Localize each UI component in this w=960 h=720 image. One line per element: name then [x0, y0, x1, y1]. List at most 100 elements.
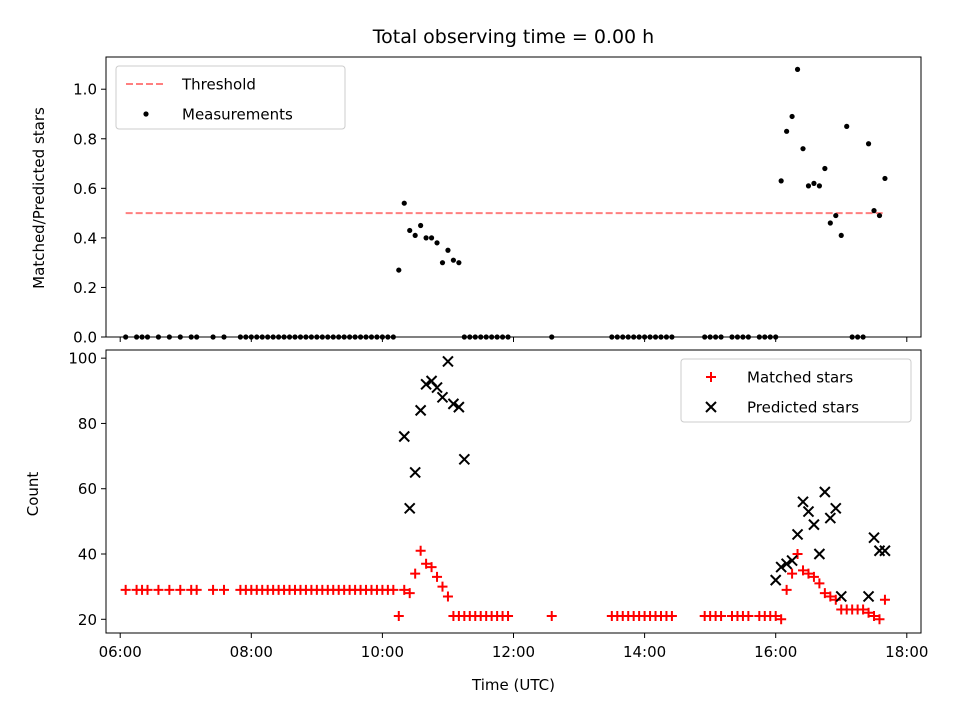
- predicted-star-point: [431, 381, 443, 394]
- measurement-point: [265, 334, 271, 340]
- measurement-point: [865, 141, 872, 147]
- measurement-point: [762, 334, 768, 340]
- measurement-point: [658, 334, 664, 340]
- measurement-point: [729, 334, 735, 340]
- matched-star-point: [153, 584, 164, 595]
- measurement-point: [833, 212, 839, 219]
- measurement-point: [663, 334, 670, 340]
- predicted-star-point: [420, 378, 432, 390]
- measurement-point: [352, 334, 358, 340]
- measurement-point: [407, 227, 413, 234]
- predicted-star-point: [398, 430, 410, 443]
- measurement-point: [641, 334, 648, 340]
- predicted-star-point: [879, 545, 891, 557]
- measurement-point: [756, 334, 762, 340]
- measurement-point: [133, 334, 140, 340]
- measurement-point: [155, 334, 162, 340]
- measurement-point: [379, 334, 386, 340]
- measurement-point: [494, 334, 500, 340]
- matched-star-point: [437, 581, 448, 592]
- y-tick-label: 60: [78, 480, 97, 498]
- measurement-point: [483, 334, 489, 340]
- measurement-point: [805, 183, 812, 189]
- measurement-point: [718, 334, 724, 340]
- measurement-point: [461, 334, 467, 340]
- legend-label: Threshold: [181, 76, 256, 94]
- predicted-star-point: [819, 486, 831, 498]
- measurement-point: [773, 334, 779, 340]
- legend-measurement-swatch: [143, 111, 149, 117]
- matched-star-point: [776, 614, 787, 625]
- measurement-point: [827, 220, 833, 226]
- matched-star-point: [825, 591, 836, 602]
- measurement-point: [412, 232, 418, 239]
- y-tick-label: 100: [68, 350, 97, 368]
- measurement-point: [505, 334, 511, 340]
- measurement-point: [276, 334, 282, 340]
- measurement-point: [434, 240, 440, 246]
- measurement-point: [139, 334, 145, 340]
- y-tick-label: 20: [78, 611, 97, 629]
- measurement-point: [849, 334, 855, 340]
- measurement-point: [499, 334, 506, 340]
- measurement-point: [669, 334, 675, 340]
- measurement-point: [467, 334, 473, 340]
- measurement-point: [254, 334, 260, 340]
- matched-star-point: [814, 578, 825, 589]
- measurement-point: [445, 247, 451, 253]
- measurement-point: [439, 260, 446, 266]
- measurement-point: [456, 260, 462, 266]
- x-tick-label: 10:00: [361, 643, 404, 661]
- matched-star-point: [874, 614, 885, 625]
- measurement-point: [166, 334, 172, 340]
- legend-label: Measurements: [182, 106, 293, 124]
- measurement-point: [822, 165, 828, 172]
- measurement-point: [620, 334, 626, 340]
- measurement-point: [614, 334, 620, 340]
- measurement-point: [734, 334, 741, 340]
- y-tick-label: 1.0: [73, 81, 97, 99]
- y-tick-label: 0.8: [73, 130, 97, 148]
- predicted-star-point: [835, 590, 847, 603]
- measurement-point: [347, 334, 353, 340]
- chart-title: Total observing time = 0.00 h: [372, 26, 654, 48]
- y-tick-label: 0.0: [73, 329, 97, 347]
- top-y-axis-label: Matched/Predicted stars: [30, 107, 48, 289]
- measurement-point: [549, 334, 555, 340]
- matched-star-point: [503, 611, 514, 622]
- matched-star-point: [388, 584, 399, 595]
- measurement-point: [778, 178, 784, 184]
- measurement-point: [341, 334, 347, 340]
- matched-star-point: [410, 568, 421, 579]
- predicted-star-point: [780, 558, 793, 570]
- measurement-point: [767, 334, 773, 340]
- predicted-star-point: [447, 398, 460, 410]
- measurement-point: [707, 334, 713, 340]
- y-tick-label: 0.6: [73, 180, 97, 198]
- bottom-y-axis-label: Count: [24, 472, 42, 517]
- matched-star-point: [421, 558, 432, 569]
- predicted-star-point: [453, 401, 465, 413]
- x-tick-label: 14:00: [623, 643, 666, 661]
- predicted-star-point: [830, 502, 842, 515]
- matched-star-point: [432, 571, 443, 582]
- matched-star-point: [858, 604, 869, 615]
- y-tick-label: 0.2: [73, 279, 97, 297]
- measurement-point: [472, 334, 478, 340]
- measurement-point: [418, 222, 424, 229]
- measurement-point: [636, 334, 642, 340]
- matched-star-point: [218, 584, 229, 595]
- matched-star-point: [863, 607, 874, 618]
- measurement-point: [357, 334, 364, 340]
- measurement-point: [428, 235, 435, 241]
- measurement-point: [745, 334, 751, 340]
- predicted-star-point: [409, 466, 421, 479]
- legend-box: [115, 65, 346, 130]
- measurement-point: [303, 334, 309, 340]
- measurement-point: [144, 334, 151, 340]
- matched-star-point: [404, 588, 415, 599]
- measurement-point: [319, 334, 325, 340]
- measurement-point: [385, 334, 391, 340]
- measurement-point: [330, 334, 336, 340]
